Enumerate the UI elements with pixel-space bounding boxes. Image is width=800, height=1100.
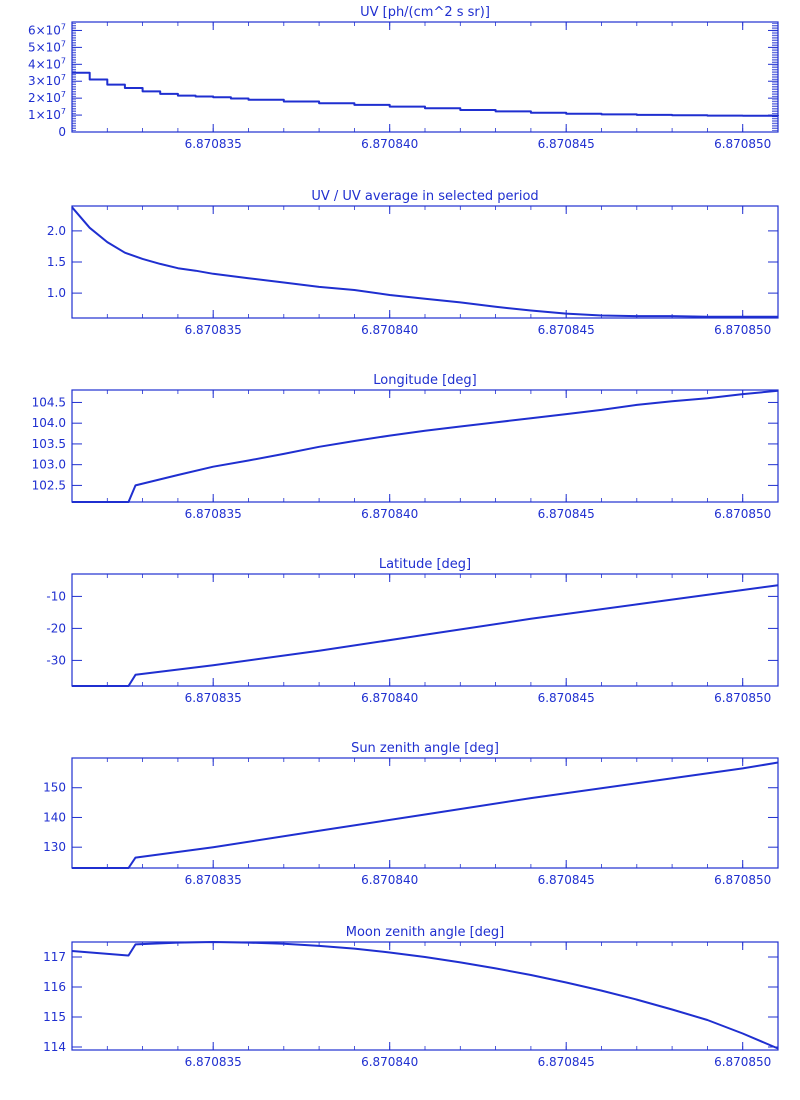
- x-tick-label: 6.870850: [714, 137, 771, 151]
- plot-frame: [71, 205, 779, 319]
- x-tick-label: 6.870835: [185, 323, 242, 337]
- y-tick-label: 130: [43, 840, 66, 854]
- chart-panel-5: Sun zenith angle [deg] 6.870835 6.870840 6.…: [43, 741, 779, 887]
- y-tick-label: 104.0: [32, 416, 66, 430]
- y-tick-label: 1×107: [28, 107, 66, 122]
- y-tick-mantissa: 0: [58, 125, 66, 139]
- y-tick-label: 116: [43, 980, 66, 994]
- x-tick-label: 6.870840: [361, 137, 418, 151]
- series-line-1: [71, 941, 779, 1050]
- x-tick-label: 6.870840: [361, 873, 418, 887]
- plot-frame: [71, 941, 779, 1051]
- series-line-1: [72, 71, 779, 117]
- y-tick-label: 1.0: [47, 286, 66, 300]
- y-tick-mantissa: 2×10: [28, 91, 61, 105]
- y-tick-exponent: 7: [61, 73, 66, 82]
- x-tick-label: 6.870845: [538, 507, 595, 521]
- x-tick-label: 6.870845: [538, 1055, 595, 1069]
- y-tick-exponent: 7: [61, 90, 66, 99]
- y-tick-exponent: 7: [61, 107, 66, 116]
- y-tick-mantissa: 6×10: [28, 23, 61, 37]
- y-tick-label: 114: [43, 1040, 66, 1054]
- y-tick-label: 150: [43, 781, 66, 795]
- chart-panel-1: UV [ph/(cm^2 s sr)] 6.870835 6.870840 6.870…: [28, 5, 779, 151]
- y-tick-label: 104.5: [32, 395, 66, 409]
- y-tick-exponent: 7: [61, 22, 66, 31]
- chart-panel-2: UV / UV average in selected period 6.8708…: [47, 189, 779, 337]
- chart-title: Sun zenith angle [deg]: [351, 741, 499, 756]
- y-tick-exponent: 7: [61, 39, 66, 48]
- y-tick-label: 117: [43, 950, 66, 964]
- x-tick-label: 6.870840: [361, 691, 418, 705]
- y-tick-label: 0: [58, 125, 66, 139]
- chart-title: Longitude [deg]: [373, 373, 476, 388]
- x-tick-label: 6.870835: [185, 137, 242, 151]
- series-line-1: [72, 584, 779, 687]
- x-tick-label: 6.870845: [538, 323, 595, 337]
- chart-title: UV / UV average in selected period: [311, 189, 538, 204]
- x-tick-label: 6.870845: [538, 691, 595, 705]
- x-tick-label: 6.870835: [185, 507, 242, 521]
- y-tick-label: 115: [43, 1010, 66, 1024]
- y-tick-label: -10: [46, 589, 66, 603]
- y-tick-label: 3×107: [28, 73, 66, 88]
- y-tick-label: 103.5: [32, 437, 66, 451]
- y-tick-label: 4×107: [28, 56, 66, 71]
- y-tick-label: -20: [46, 621, 66, 635]
- y-tick-mantissa: 4×10: [28, 57, 61, 71]
- y-tick-mantissa: 3×10: [28, 74, 61, 88]
- y-tick-exponent: 7: [61, 56, 66, 65]
- series-line-1: [71, 206, 778, 318]
- chart-panel-6: Moon zenith angle [deg] 6.870835 6.870840 6…: [43, 925, 779, 1069]
- x-tick-label: 6.870840: [361, 507, 418, 521]
- chart-title: Moon zenith angle [deg]: [346, 925, 504, 940]
- x-tick-label: 6.870850: [714, 1055, 771, 1069]
- x-tick-label: 6.870835: [185, 691, 242, 705]
- y-tick-mantissa: 1×10: [28, 108, 61, 122]
- y-tick-label: 6×107: [28, 22, 66, 37]
- chart-title: Latitude [deg]: [379, 557, 471, 572]
- y-tick-label: -30: [46, 653, 66, 667]
- series-line-1: [72, 761, 779, 869]
- x-tick-label: 6.870840: [361, 323, 418, 337]
- x-tick-label: 6.870845: [538, 873, 595, 887]
- x-tick-label: 6.870850: [714, 507, 771, 521]
- x-tick-label: 6.870845: [538, 137, 595, 151]
- x-tick-label: 6.870850: [714, 873, 771, 887]
- y-tick-label: 1.5: [47, 255, 66, 269]
- x-tick-label: 6.870840: [361, 1055, 418, 1069]
- x-tick-label: 6.870850: [714, 323, 771, 337]
- x-tick-label: 6.870835: [185, 1055, 242, 1069]
- y-tick-label: 2×107: [28, 90, 66, 105]
- plot-frame: [71, 389, 779, 503]
- y-tick-label: 140: [43, 810, 66, 824]
- chart-title: UV [ph/(cm^2 s sr)]: [360, 5, 490, 20]
- chart-panel-4: Latitude [deg] 6.870835 6.870840 6.870845 6.…: [46, 557, 779, 705]
- y-tick-label: 102.5: [32, 478, 66, 492]
- x-tick-label: 6.870850: [714, 691, 771, 705]
- y-tick-mantissa: 5×10: [28, 40, 61, 54]
- y-tick-label: 2.0: [47, 224, 66, 238]
- chart-panel-3: Longitude [deg] 6.870835 6.870840 6.870845 6…: [32, 373, 779, 521]
- series-line-1: [72, 389, 779, 503]
- y-tick-label: 5×107: [28, 39, 66, 54]
- x-tick-label: 6.870835: [185, 873, 242, 887]
- y-tick-label: 103.0: [32, 458, 66, 472]
